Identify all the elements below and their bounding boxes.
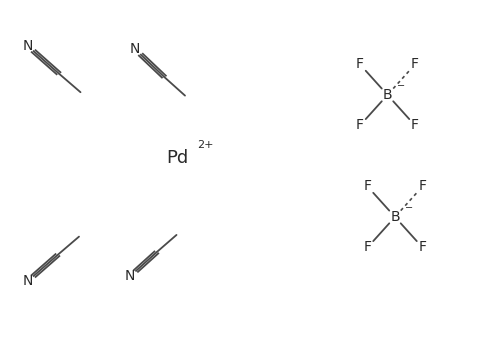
Text: F: F [364, 240, 372, 255]
Text: 2+: 2+ [197, 140, 213, 150]
Text: F: F [364, 179, 372, 194]
Text: F: F [356, 57, 364, 72]
Text: B: B [382, 88, 392, 102]
Text: F: F [411, 57, 419, 72]
Text: F: F [418, 240, 426, 255]
Text: −: − [405, 203, 413, 214]
Text: N: N [22, 274, 32, 288]
Text: N: N [22, 39, 32, 53]
Text: Pd: Pd [166, 148, 188, 167]
Text: F: F [418, 179, 426, 194]
Text: F: F [411, 118, 419, 133]
Text: N: N [130, 42, 140, 56]
Text: B: B [390, 210, 400, 224]
Text: −: − [398, 81, 406, 92]
Text: F: F [356, 118, 364, 133]
Text: N: N [125, 269, 135, 283]
